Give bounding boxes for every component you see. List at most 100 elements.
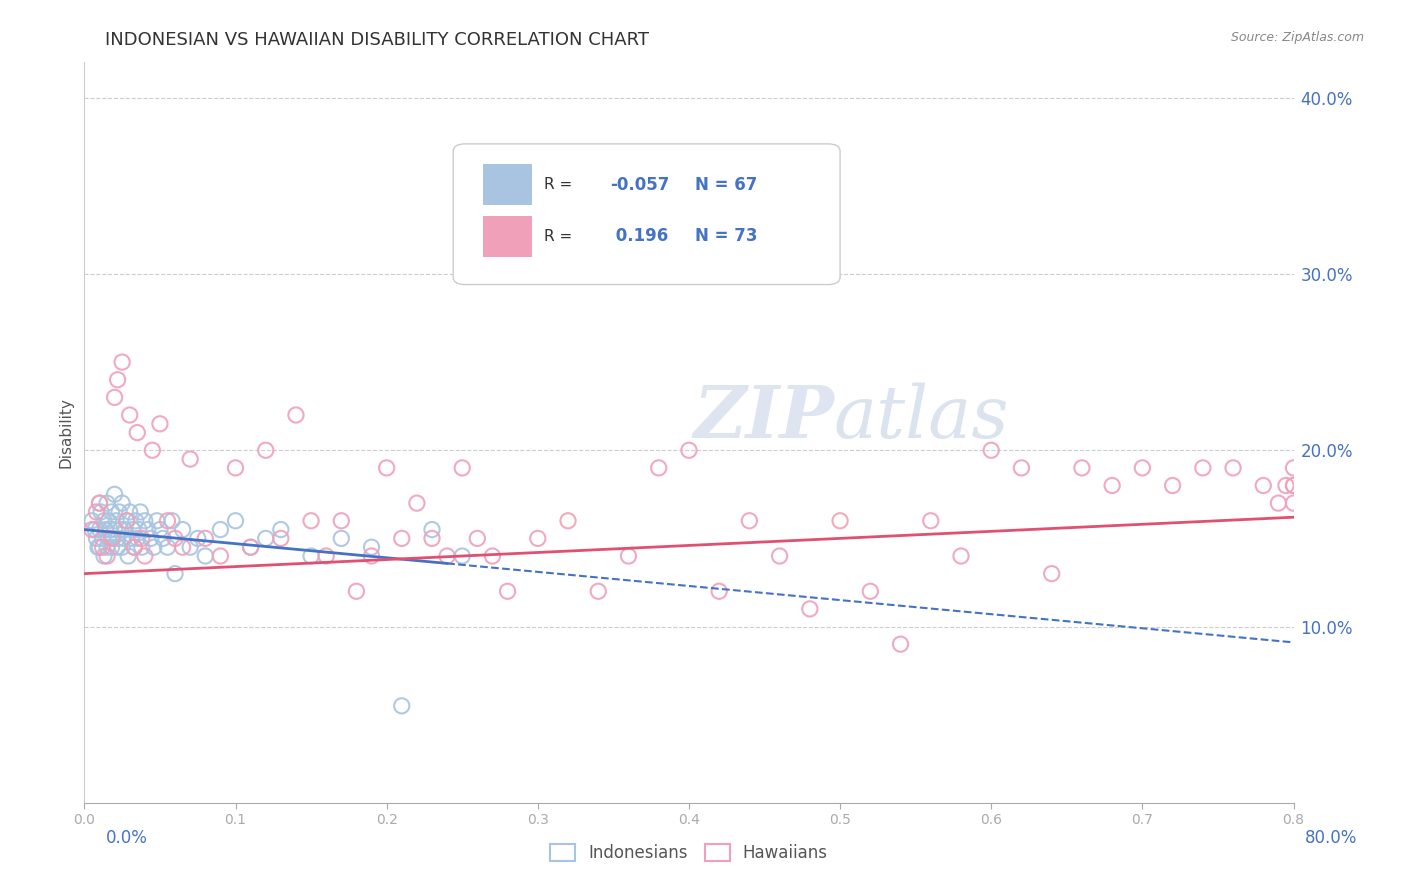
Point (111, 355, 134, 369)
Point (1222, 461, 1244, 475)
Point (165, 532, 187, 546)
Point (122, 540, 145, 554)
Point (80, 523, 103, 537)
Point (375, 461, 398, 475)
Point (134, 514, 156, 528)
Point (451, 461, 474, 475)
Point (769, 549, 792, 563)
Point (91, 540, 114, 554)
Point (121, 523, 143, 537)
Point (100, 540, 122, 554)
Point (254, 443, 277, 458)
Point (187, 532, 209, 546)
Point (330, 514, 353, 528)
Point (118, 408, 141, 422)
Point (127, 532, 149, 546)
Point (360, 540, 382, 554)
Point (108, 505, 131, 519)
Point (1282, 496, 1305, 510)
Point (165, 566, 187, 581)
Point (436, 549, 458, 563)
Point (89, 540, 111, 554)
Point (127, 425, 149, 440)
Point (270, 523, 292, 537)
Point (1275, 478, 1298, 492)
Point (1192, 461, 1215, 475)
Point (859, 584, 882, 599)
Point (97, 514, 120, 528)
Point (129, 505, 152, 519)
Point (87, 540, 110, 554)
Point (239, 540, 262, 554)
Point (950, 549, 973, 563)
Point (94, 523, 117, 537)
Point (100, 532, 122, 546)
Point (451, 549, 474, 563)
Point (118, 505, 141, 519)
Point (346, 584, 368, 599)
Point (738, 514, 761, 528)
Legend: Indonesians, Hawaiians: Indonesians, Hawaiians (543, 837, 835, 869)
Point (90, 505, 112, 519)
Point (225, 461, 247, 475)
Point (225, 514, 247, 528)
Text: R =: R = (544, 229, 576, 244)
Point (254, 532, 277, 546)
Point (107, 540, 129, 554)
Point (80, 514, 103, 528)
Point (91, 532, 114, 546)
Point (156, 514, 179, 528)
Text: 0.0%: 0.0% (105, 830, 148, 847)
FancyBboxPatch shape (484, 216, 531, 257)
Point (270, 532, 292, 546)
Point (131, 540, 153, 554)
Point (496, 584, 519, 599)
Point (128, 523, 150, 537)
Point (209, 549, 232, 563)
Point (93, 549, 115, 563)
Point (299, 514, 322, 528)
Point (1130, 461, 1153, 475)
Y-axis label: Disability: Disability (58, 397, 73, 468)
Point (1011, 461, 1033, 475)
Text: N = 67: N = 67 (695, 176, 758, 194)
Point (799, 602, 821, 616)
Point (920, 514, 942, 528)
Point (115, 514, 138, 528)
Point (467, 532, 489, 546)
Point (194, 549, 217, 563)
Point (172, 540, 194, 554)
Point (149, 417, 172, 431)
Point (100, 505, 122, 519)
Point (315, 549, 337, 563)
Point (420, 523, 443, 537)
Point (160, 514, 183, 528)
Point (152, 532, 174, 546)
Text: INDONESIAN VS HAWAIIAN DISABILITY CORRELATION CHART: INDONESIAN VS HAWAIIAN DISABILITY CORREL… (105, 31, 650, 49)
Point (105, 514, 128, 528)
Point (142, 540, 165, 554)
Point (709, 584, 731, 599)
Text: 0.196: 0.196 (610, 227, 669, 245)
Point (1282, 478, 1305, 492)
Point (420, 532, 443, 546)
Point (1071, 461, 1094, 475)
Point (96, 496, 118, 510)
Point (104, 523, 127, 537)
Point (406, 496, 429, 510)
Point (1253, 478, 1275, 492)
FancyBboxPatch shape (484, 164, 531, 205)
Point (527, 532, 550, 546)
Point (115, 514, 138, 528)
Point (104, 390, 127, 404)
Point (830, 514, 852, 528)
Point (588, 584, 610, 599)
Point (172, 523, 194, 537)
Point (179, 540, 201, 554)
Point (330, 532, 353, 546)
Point (360, 549, 382, 563)
Point (239, 540, 262, 554)
Point (1161, 478, 1184, 492)
Point (136, 523, 159, 537)
Point (89, 523, 111, 537)
